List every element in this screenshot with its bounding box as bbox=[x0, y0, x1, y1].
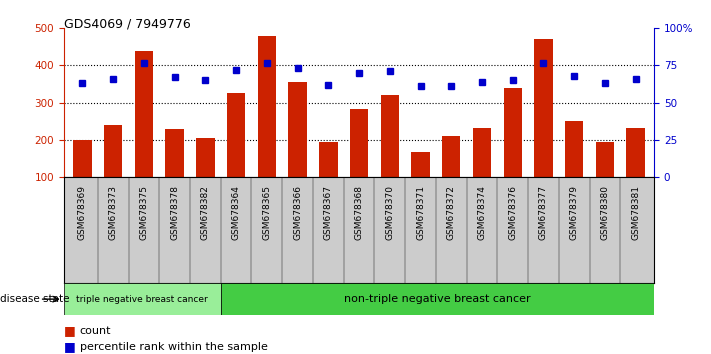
Text: ■: ■ bbox=[64, 325, 76, 337]
Text: GSM678372: GSM678372 bbox=[447, 185, 456, 240]
Text: GSM678365: GSM678365 bbox=[262, 185, 272, 240]
Text: triple negative breast cancer: triple negative breast cancer bbox=[77, 295, 208, 304]
Bar bbox=[534, 40, 552, 214]
Bar bbox=[73, 140, 92, 214]
Bar bbox=[134, 51, 153, 214]
Bar bbox=[442, 136, 461, 214]
Bar bbox=[411, 152, 429, 214]
Text: GSM678375: GSM678375 bbox=[139, 185, 149, 240]
Bar bbox=[503, 88, 522, 214]
Bar bbox=[166, 129, 184, 214]
Text: GSM678369: GSM678369 bbox=[78, 185, 87, 240]
Bar bbox=[257, 36, 276, 214]
Bar bbox=[104, 125, 122, 214]
Text: GSM678370: GSM678370 bbox=[385, 185, 395, 240]
Text: GSM678374: GSM678374 bbox=[478, 185, 486, 240]
Text: disease state: disease state bbox=[0, 294, 70, 304]
Text: ■: ■ bbox=[64, 341, 76, 353]
Text: GSM678382: GSM678382 bbox=[201, 185, 210, 240]
Bar bbox=[380, 95, 399, 214]
Text: GSM678367: GSM678367 bbox=[324, 185, 333, 240]
Text: count: count bbox=[80, 326, 111, 336]
Bar bbox=[196, 138, 215, 214]
Bar bbox=[289, 82, 307, 214]
Bar bbox=[227, 93, 245, 214]
Text: GSM678378: GSM678378 bbox=[170, 185, 179, 240]
Text: GSM678371: GSM678371 bbox=[416, 185, 425, 240]
Text: GSM678366: GSM678366 bbox=[293, 185, 302, 240]
Bar bbox=[565, 121, 584, 214]
Text: GSM678379: GSM678379 bbox=[570, 185, 579, 240]
Text: GSM678377: GSM678377 bbox=[539, 185, 548, 240]
FancyBboxPatch shape bbox=[220, 283, 654, 315]
Text: GSM678373: GSM678373 bbox=[109, 185, 117, 240]
Text: percentile rank within the sample: percentile rank within the sample bbox=[80, 342, 267, 352]
Bar bbox=[626, 128, 645, 214]
FancyBboxPatch shape bbox=[64, 283, 220, 315]
Bar bbox=[350, 109, 368, 214]
Bar bbox=[319, 142, 338, 214]
Text: GSM678380: GSM678380 bbox=[601, 185, 609, 240]
Bar bbox=[473, 128, 491, 214]
Text: non-triple negative breast cancer: non-triple negative breast cancer bbox=[344, 294, 530, 304]
Text: GSM678381: GSM678381 bbox=[631, 185, 640, 240]
Text: GSM678364: GSM678364 bbox=[232, 185, 240, 240]
Bar bbox=[596, 142, 614, 214]
Text: GSM678376: GSM678376 bbox=[508, 185, 517, 240]
Text: GSM678368: GSM678368 bbox=[355, 185, 363, 240]
Text: GDS4069 / 7949776: GDS4069 / 7949776 bbox=[64, 18, 191, 31]
